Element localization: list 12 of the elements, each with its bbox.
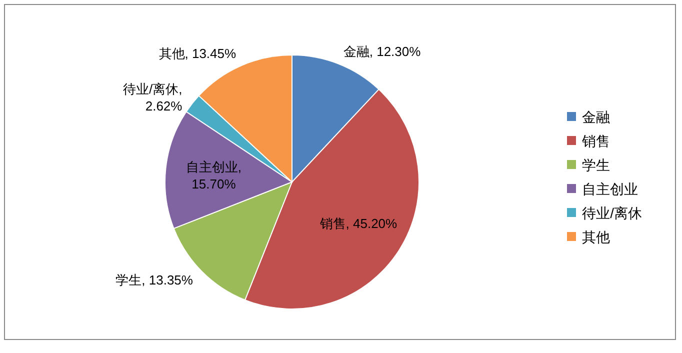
data-label: 其他, 13.45% [158, 46, 237, 61]
data-label: 销售, 45.20% [318, 216, 398, 232]
data-label: 金融, 12.30% [343, 44, 422, 60]
legend-label: 自主创业 [582, 180, 638, 198]
legend-label: 销售 [582, 132, 610, 150]
data-label: 待业/离休, 2.62% [123, 82, 183, 114]
legend-label: 金融 [582, 108, 610, 126]
data-label: 学生, 13.35% [116, 272, 194, 288]
data-label: 自主创业, 15.70% [186, 160, 242, 192]
legend-label: 其他 [582, 228, 610, 246]
legend-label: 学生 [582, 156, 610, 174]
legend-label: 待业/离休 [582, 204, 642, 222]
